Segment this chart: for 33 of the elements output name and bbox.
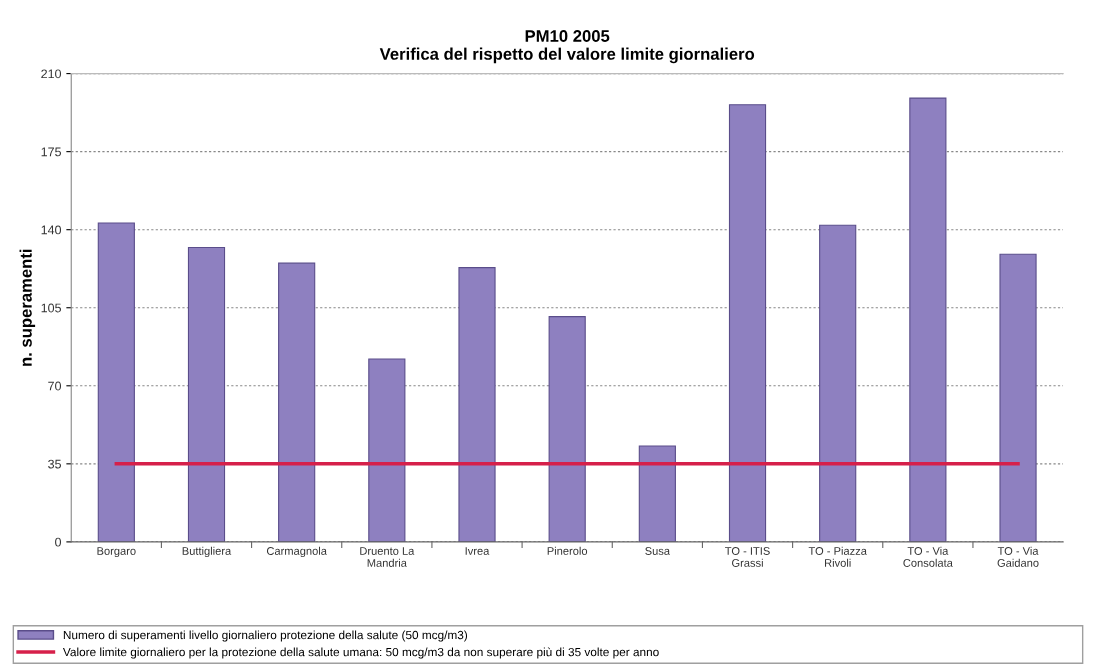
- bar: [458, 267, 496, 542]
- y-tick-label: 70: [48, 381, 62, 391]
- y-tick-label: 0: [55, 537, 62, 547]
- x-tick-label: Pinerolo: [547, 546, 588, 555]
- bar: [728, 104, 767, 542]
- x-tick-label: TO - Piazza Rivoli: [808, 546, 867, 567]
- bar: [638, 445, 676, 542]
- y-tick-label: 140: [41, 225, 62, 235]
- bar: [819, 224, 857, 542]
- bar: [909, 97, 947, 542]
- bar: [278, 262, 316, 542]
- bar: [548, 316, 586, 542]
- legend-label: Numero di superamenti livello giornaliero protezione della salute (50 mcg/m3): [63, 630, 468, 642]
- x-tick-label: Susa: [645, 547, 671, 555]
- y-axis-title: n. superamenti: [19, 249, 36, 366]
- x-tick-label: Buttigliera: [182, 546, 232, 558]
- x-tick-label: Druento La Mandria: [360, 547, 415, 567]
- legend-label: Valore limite giornaliero per la protezione della salute umana: 50 mcg/m3 da non superare più di 35 volte per anno: [62, 647, 659, 659]
- bar: [368, 358, 406, 542]
- x-tick-label: Borgaro: [97, 547, 136, 558]
- y-tick-label: 210: [41, 69, 62, 79]
- x-tick-label: Ivrea: [465, 547, 490, 555]
- x-tick-label: TO - Via Consolata: [903, 546, 953, 567]
- x-tick-label: Carmagnola: [266, 546, 327, 558]
- bar: [187, 246, 226, 542]
- x-tick-label: TO - Via Gaidano: [997, 546, 1039, 567]
- y-tick-label: 35: [48, 459, 61, 469]
- chart-title: PM10 2005 Verifica del rispetto del valore limite giornaliero: [379, 30, 755, 64]
- y-tick-label: 105: [41, 303, 61, 313]
- y-tick-label: 175: [41, 147, 61, 157]
- x-tick-label: TO - ITIS Grassi: [725, 547, 770, 567]
- bar: [999, 253, 1037, 542]
- bar: [97, 222, 135, 542]
